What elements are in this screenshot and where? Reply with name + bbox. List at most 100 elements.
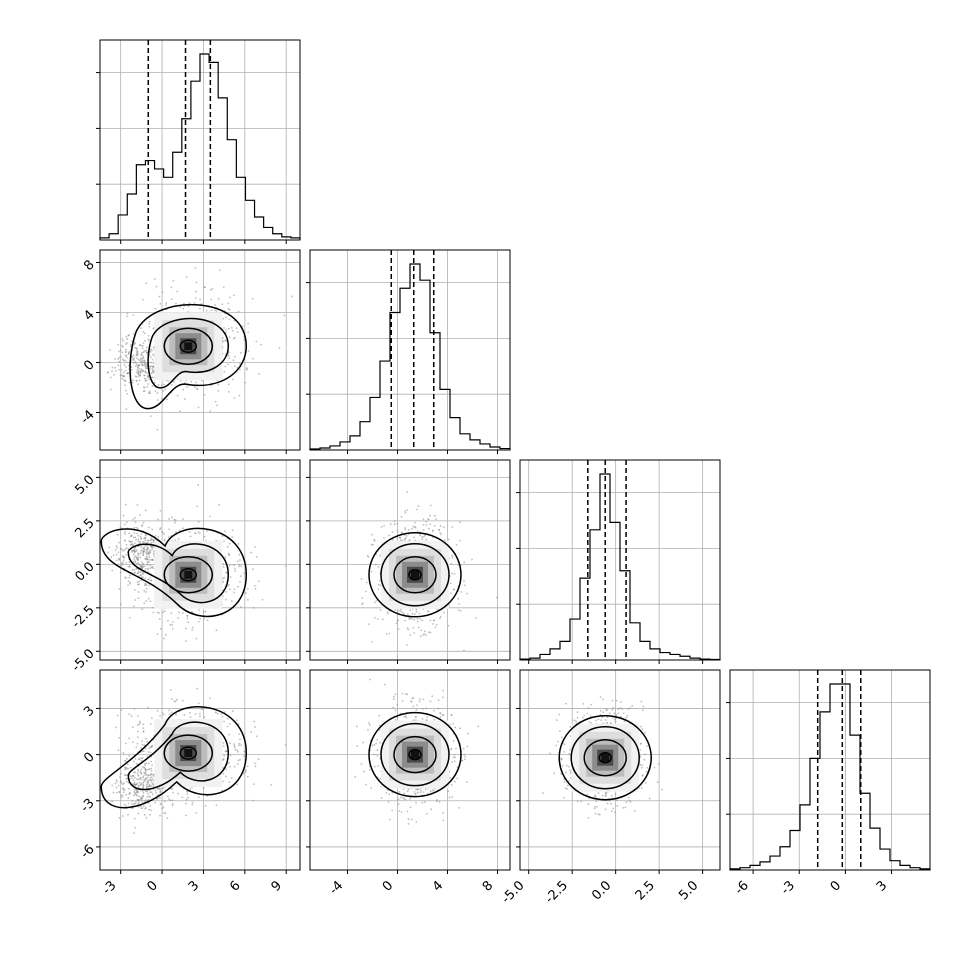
scatter-point xyxy=(425,538,428,541)
scatter-point xyxy=(158,787,161,790)
scatter-point xyxy=(138,723,141,726)
scatter-point xyxy=(150,779,153,782)
scatter-point xyxy=(144,539,147,542)
scatter-point xyxy=(471,558,473,561)
scatter-point xyxy=(147,539,150,542)
scatter-panel-p2-p3 xyxy=(306,459,511,664)
scatter-point xyxy=(197,620,200,623)
scatter-point xyxy=(133,569,136,571)
scatter-point xyxy=(145,584,148,587)
scatter-point xyxy=(164,388,167,391)
scatter-point xyxy=(185,802,187,805)
scatter-point xyxy=(138,374,141,376)
scatter-point xyxy=(137,562,140,565)
scatter-point xyxy=(135,354,138,357)
scatter-point xyxy=(198,608,201,611)
scatter-point xyxy=(362,770,365,773)
scatter-point xyxy=(252,783,255,786)
scatter-point xyxy=(127,767,130,770)
scatter-point xyxy=(406,491,408,493)
scatter-point xyxy=(123,803,126,806)
scatter-point xyxy=(145,786,148,789)
scatter-point xyxy=(370,570,373,573)
scatter-point xyxy=(231,378,234,381)
scatter-point xyxy=(199,298,202,301)
scatter-point xyxy=(189,711,191,714)
scatter-point xyxy=(210,298,213,301)
scatter-point xyxy=(376,738,379,741)
scatter-point xyxy=(175,302,177,305)
scatter-point xyxy=(291,295,294,298)
scatter-point xyxy=(227,391,230,393)
scatter-point xyxy=(449,723,452,726)
scatter-point xyxy=(453,753,456,756)
scatter-point xyxy=(139,784,142,787)
scatter-point xyxy=(209,515,211,518)
scatter-point xyxy=(145,349,147,352)
scatter-point xyxy=(218,269,221,272)
scatter-point xyxy=(156,428,159,431)
scatter-point xyxy=(121,787,124,790)
scatter-point xyxy=(170,788,173,791)
scatter-point xyxy=(392,698,395,700)
scatter-point xyxy=(411,818,413,821)
scatter-point xyxy=(140,344,143,347)
scatter-point xyxy=(452,756,455,759)
scatter-point xyxy=(128,792,131,795)
panel-frame xyxy=(309,459,511,661)
scatter-point xyxy=(599,696,602,699)
scatter-point xyxy=(227,327,230,330)
x-tick-label: -6 xyxy=(732,878,752,898)
scatter-point xyxy=(152,370,155,373)
scatter-point xyxy=(373,538,376,541)
scatter-point xyxy=(120,796,123,799)
scatter-point xyxy=(193,302,196,304)
scatter-point xyxy=(148,747,151,750)
scatter-point xyxy=(124,530,126,533)
histogram-panel-p1 xyxy=(96,39,301,244)
contour-line xyxy=(368,532,462,618)
scatter-point xyxy=(646,745,648,748)
scatter-point xyxy=(238,742,241,745)
scatter-point xyxy=(166,398,168,401)
scatter-point xyxy=(133,343,136,346)
scatter-point xyxy=(158,612,160,614)
scatter-point xyxy=(162,389,165,392)
scatter-point xyxy=(222,317,225,320)
scatter-point xyxy=(118,736,121,739)
scatter-point xyxy=(154,534,157,537)
panel-content xyxy=(100,687,287,835)
scatter-point xyxy=(257,580,260,583)
scatter-point xyxy=(373,753,376,756)
scatter-point xyxy=(252,606,255,609)
scatter-point xyxy=(431,623,434,625)
scatter-point xyxy=(428,514,431,517)
scatter-point xyxy=(413,618,416,621)
scatter-point xyxy=(133,571,136,574)
scatter-point xyxy=(371,640,374,643)
scatter-point xyxy=(151,778,154,781)
scatter-point xyxy=(194,297,197,299)
scatter-point xyxy=(115,545,118,547)
scatter-point xyxy=(237,585,239,588)
scatter-point xyxy=(142,781,145,784)
scatter-point xyxy=(140,353,143,356)
contour-line xyxy=(147,317,230,389)
scatter-point xyxy=(368,678,371,681)
scatter-point xyxy=(408,616,410,619)
scatter-point xyxy=(229,754,232,757)
scatter-point xyxy=(116,780,118,783)
scatter-point xyxy=(400,811,403,813)
scatter-point xyxy=(123,789,126,792)
scatter-point xyxy=(132,553,135,556)
scatter-point xyxy=(427,518,430,521)
scatter-point xyxy=(247,349,250,352)
scatter-point xyxy=(146,548,149,551)
scatter-point xyxy=(137,350,139,353)
scatter-point xyxy=(641,766,643,769)
scatter-point xyxy=(134,521,137,524)
scatter-point xyxy=(215,629,218,632)
scatter-point xyxy=(366,555,369,557)
scatter-point xyxy=(135,746,138,749)
scatter-point xyxy=(128,737,131,740)
